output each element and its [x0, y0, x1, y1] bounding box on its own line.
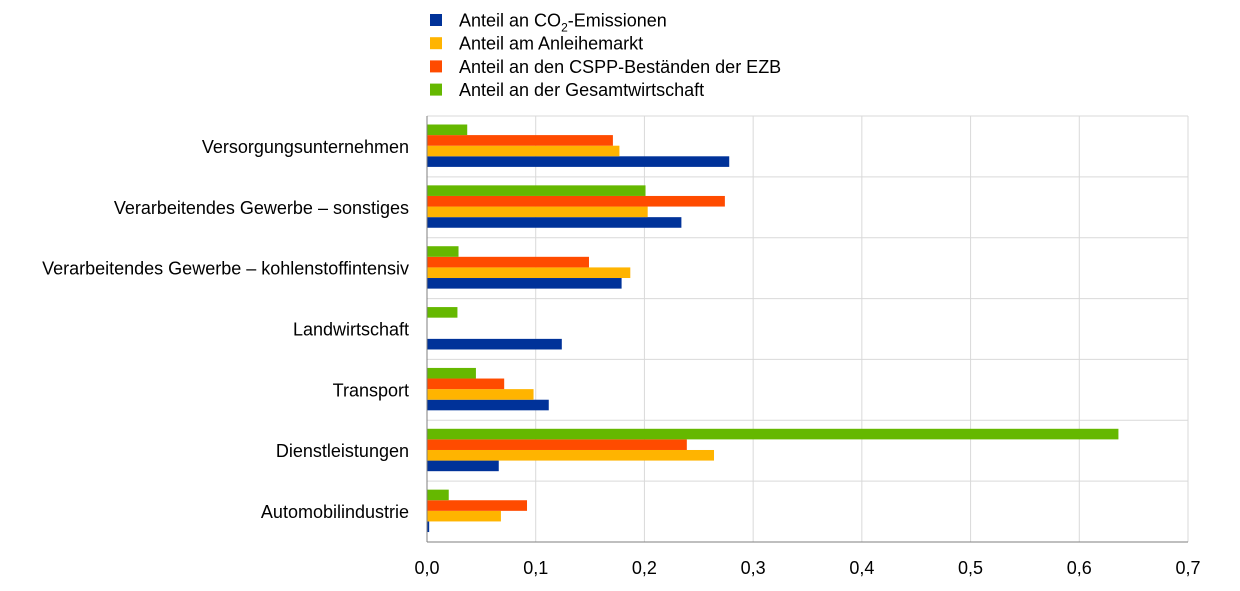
category-label: Transport: [333, 380, 409, 400]
x-tick-label: 0,7: [1175, 558, 1200, 578]
legend-item-1: Anteil an CO2-Emissionen: [430, 11, 667, 35]
x-tick-label: 0,6: [1067, 558, 1092, 578]
legend-item-3: Anteil an den CSPP-Beständen der EZB: [430, 57, 781, 77]
category-label: Verarbeitendes Gewerbe – kohlenstoffinte…: [42, 259, 409, 279]
legend-swatch: [430, 37, 442, 50]
bar-anteil-an-den-cspp-best-nden-der-ezb-transport: [427, 378, 505, 390]
bar-anteil-an-den-cspp-best-nden-der-ezb-verarbeitendes-gewerbe-kohlenstoffintensiv: [427, 256, 589, 268]
bar-anteil-an-co2-emissionen-landwirtschaft: [427, 338, 562, 350]
axes: Versorgungsunternehmen Verarbeitendes Gew…: [42, 116, 1201, 578]
category-label: Dienstleistungen: [276, 441, 409, 461]
bar-anteil-an-der-gesamtwirtschaft-transport: [427, 367, 476, 379]
bar-group-landwirtschaft: [427, 307, 562, 350]
legend-label: Anteil am Anleihemarkt: [459, 34, 643, 54]
bar-anteil-an-den-cspp-best-nden-der-ezb-dienstleistungen: [427, 439, 687, 450]
legend-swatch: [430, 60, 442, 73]
bar-anteil-an-den-cspp-best-nden-der-ezb-automobilindustrie: [427, 500, 528, 511]
bar-anteil-an-co2-emissionen-transport: [427, 399, 549, 411]
x-tick-label: 0,4: [849, 558, 874, 578]
category-label: Automobilindustrie: [261, 502, 409, 522]
bars: [427, 124, 1119, 533]
bar-anteil-an-co2-emissionen-verarbeitendes-gewerbe-kohlenstoffintensiv: [427, 278, 622, 289]
bar-anteil-an-co2-emissionen-versorgungsunternehmen: [427, 156, 730, 167]
legend-label: Anteil an CO2-Emissionen: [459, 11, 667, 35]
legend-item-4: Anteil an der Gesamtwirtschaft: [430, 80, 704, 100]
bar-anteil-am-anleihemarkt-transport: [427, 389, 534, 400]
bar-anteil-an-den-cspp-best-nden-der-ezb-versorgungsunternehmen: [427, 135, 613, 146]
bar-anteil-am-anleihemarkt-verarbeitendes-gewerbe-sonstiges: [427, 206, 648, 218]
x-tick-label: 0,2: [632, 558, 657, 578]
legend-swatch: [430, 83, 442, 96]
x-tick-label: 0,0: [414, 558, 439, 578]
legend-item-2: Anteil am Anleihemarkt: [430, 34, 643, 54]
bar-anteil-an-der-gesamtwirtschaft-automobilindustrie: [427, 489, 449, 501]
bar-group-dienstleistungen: [427, 428, 1119, 472]
bar-group-automobilindustrie: [427, 489, 528, 533]
bar-anteil-an-der-gesamtwirtschaft-verarbeitendes-gewerbe-sonstiges: [427, 185, 646, 196]
category-label: Verarbeitendes Gewerbe – sonstiges: [114, 198, 409, 218]
bar-group-verarbeitendes-gewerbe-sonstiges: [427, 185, 725, 228]
bar-anteil-an-der-gesamtwirtschaft-versorgungsunternehmen: [427, 124, 468, 136]
bar-group-verarbeitendes-gewerbe-kohlenstoffintensiv: [427, 246, 631, 289]
bar-anteil-am-anleihemarkt-verarbeitendes-gewerbe-kohlenstoffintensiv: [427, 267, 631, 279]
bar-group-versorgungsunternehmen: [427, 124, 730, 167]
bar-anteil-an-der-gesamtwirtschaft-verarbeitendes-gewerbe-kohlenstoffintensiv: [427, 246, 459, 257]
bar-anteil-an-co2-emissionen-automobilindustrie: [427, 521, 430, 533]
bar-anteil-an-den-cspp-best-nden-der-ezb-verarbeitendes-gewerbe-sonstiges: [427, 195, 725, 207]
x-tick-label: 0,1: [523, 558, 548, 578]
legend-swatch: [430, 14, 442, 26]
bar-group-transport: [427, 367, 549, 411]
bar-anteil-an-co2-emissionen-verarbeitendes-gewerbe-sonstiges: [427, 217, 682, 228]
bar-anteil-an-der-gesamtwirtschaft-dienstleistungen: [427, 428, 1119, 440]
x-tick-label: 0,5: [958, 558, 983, 578]
bar-anteil-am-anleihemarkt-automobilindustrie: [427, 510, 501, 522]
category-label: Versorgungsunternehmen: [202, 137, 409, 157]
legend-label: Anteil an der Gesamtwirtschaft: [459, 80, 704, 100]
category-label: Landwirtschaft: [293, 320, 409, 340]
bar-anteil-an-der-gesamtwirtschaft-landwirtschaft: [427, 307, 458, 318]
x-tick-label: 0,3: [741, 558, 766, 578]
bar-anteil-an-co2-emissionen-dienstleistungen: [427, 460, 499, 472]
legend-label: Anteil an den CSPP-Beständen der EZB: [459, 57, 781, 77]
gridlines: [426, 115, 1189, 543]
bar-anteil-am-anleihemarkt-dienstleistungen: [427, 449, 715, 461]
bar-anteil-am-anleihemarkt-versorgungsunternehmen: [427, 145, 620, 157]
